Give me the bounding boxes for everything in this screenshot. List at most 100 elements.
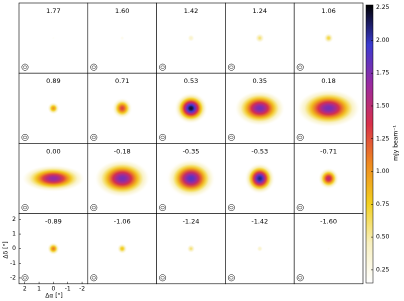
emission [19, 163, 88, 194]
y-tick-label: 1 [12, 231, 16, 238]
emission [317, 166, 341, 191]
beam-shape [91, 65, 96, 69]
emission [294, 87, 363, 129]
emission [165, 158, 217, 199]
panel-label: -0.71 [320, 147, 337, 155]
colorbar-label: mJy beam⁻¹ [393, 125, 400, 161]
panel-label: 1.60 [115, 7, 129, 15]
beam [227, 204, 235, 212]
panel-label: -0.89 [45, 218, 62, 226]
beam-shape [298, 135, 303, 139]
beam [296, 274, 304, 282]
beam [21, 133, 29, 141]
emission [254, 243, 265, 254]
panel-label: -1.24 [183, 218, 200, 226]
beam-shape [298, 65, 303, 69]
panel-label: 0.00 [46, 147, 60, 155]
colorbar-tick-label: 0.75 [376, 201, 390, 208]
beam-shape [229, 135, 234, 139]
beam [296, 63, 304, 71]
colorbar-tick-label: 2.00 [376, 37, 390, 44]
panel-label: 1.42 [184, 7, 198, 15]
beam [90, 133, 98, 141]
panel-label: 0.35 [253, 77, 267, 85]
beam-shape [23, 206, 28, 210]
colorbar-tick-label: 0.50 [376, 234, 390, 241]
panel-label: 1.24 [253, 7, 267, 15]
y-tick-label: 0 [12, 245, 16, 252]
x-tick-label: -1 [65, 285, 71, 292]
beam [227, 63, 235, 71]
colorbar-tick-label: 1.25 [376, 135, 390, 142]
x-tick-label: 1 [37, 285, 41, 292]
beam [227, 274, 235, 282]
beam-shape [160, 276, 165, 280]
x-tick-label: -2 [79, 285, 85, 292]
colorbar-tick-label: 0.25 [376, 266, 390, 273]
beam [159, 204, 167, 212]
beam [296, 204, 304, 212]
emission [110, 96, 134, 121]
panel-label: 1.06 [321, 7, 335, 15]
panel-label: 0.18 [321, 77, 335, 85]
beam [159, 63, 167, 71]
panel-label: -1.42 [251, 218, 268, 226]
panel-frame [293, 213, 364, 285]
emission [232, 89, 288, 128]
panel-label: 1.77 [46, 7, 60, 15]
beam [21, 204, 29, 212]
beam [90, 63, 98, 71]
beam-shape [229, 206, 234, 210]
x-axis-label: Δα ["] [45, 293, 62, 300]
panel-label: -0.18 [114, 147, 131, 155]
emission [185, 32, 197, 44]
y-tick-label: -1 [10, 260, 16, 267]
panel-label: -0.53 [251, 147, 268, 155]
beam-shape [160, 206, 165, 210]
panel-label: -1.60 [320, 218, 337, 226]
colorbar-tick-label: 1.75 [376, 70, 390, 77]
panel-label: -0.35 [183, 147, 200, 155]
beam-shape [23, 276, 28, 280]
beam-shape [298, 206, 303, 210]
emission [253, 31, 267, 45]
beam-shape [91, 206, 96, 210]
beam-shape [160, 65, 165, 69]
x-tick-label: 2 [23, 285, 27, 292]
beam [296, 133, 304, 141]
beam [90, 204, 98, 212]
emission [117, 32, 128, 44]
colorbar-tick-label: 1.00 [376, 168, 390, 175]
beam-shape [91, 276, 96, 280]
y-axis-label: Δδ ["] [3, 241, 10, 258]
beam-shape [160, 135, 165, 139]
x-tick-label: 0 [51, 285, 55, 292]
beam [159, 274, 167, 282]
colorbar [365, 4, 374, 284]
emission [46, 241, 61, 257]
beam [21, 63, 29, 71]
beam-shape [229, 65, 234, 69]
emission [185, 242, 197, 255]
beam [90, 274, 98, 282]
beam [159, 133, 167, 141]
emission [324, 244, 333, 254]
beam-shape [23, 65, 28, 69]
emission [49, 33, 58, 43]
beam-shape [298, 276, 303, 280]
emission [46, 100, 61, 116]
panel-label: 0.53 [184, 77, 198, 85]
panel-label: -1.06 [114, 218, 131, 226]
y-tick-label: -2 [10, 274, 16, 281]
beam-shape [91, 135, 96, 139]
panel-label: 0.71 [115, 77, 129, 85]
emission [115, 242, 129, 256]
beam [227, 133, 235, 141]
emission [244, 162, 276, 195]
emission [322, 31, 336, 45]
emission [173, 92, 209, 125]
beam-shape [23, 135, 28, 139]
beam [21, 274, 29, 282]
colorbar-tick-label: 2.25 [376, 4, 390, 11]
